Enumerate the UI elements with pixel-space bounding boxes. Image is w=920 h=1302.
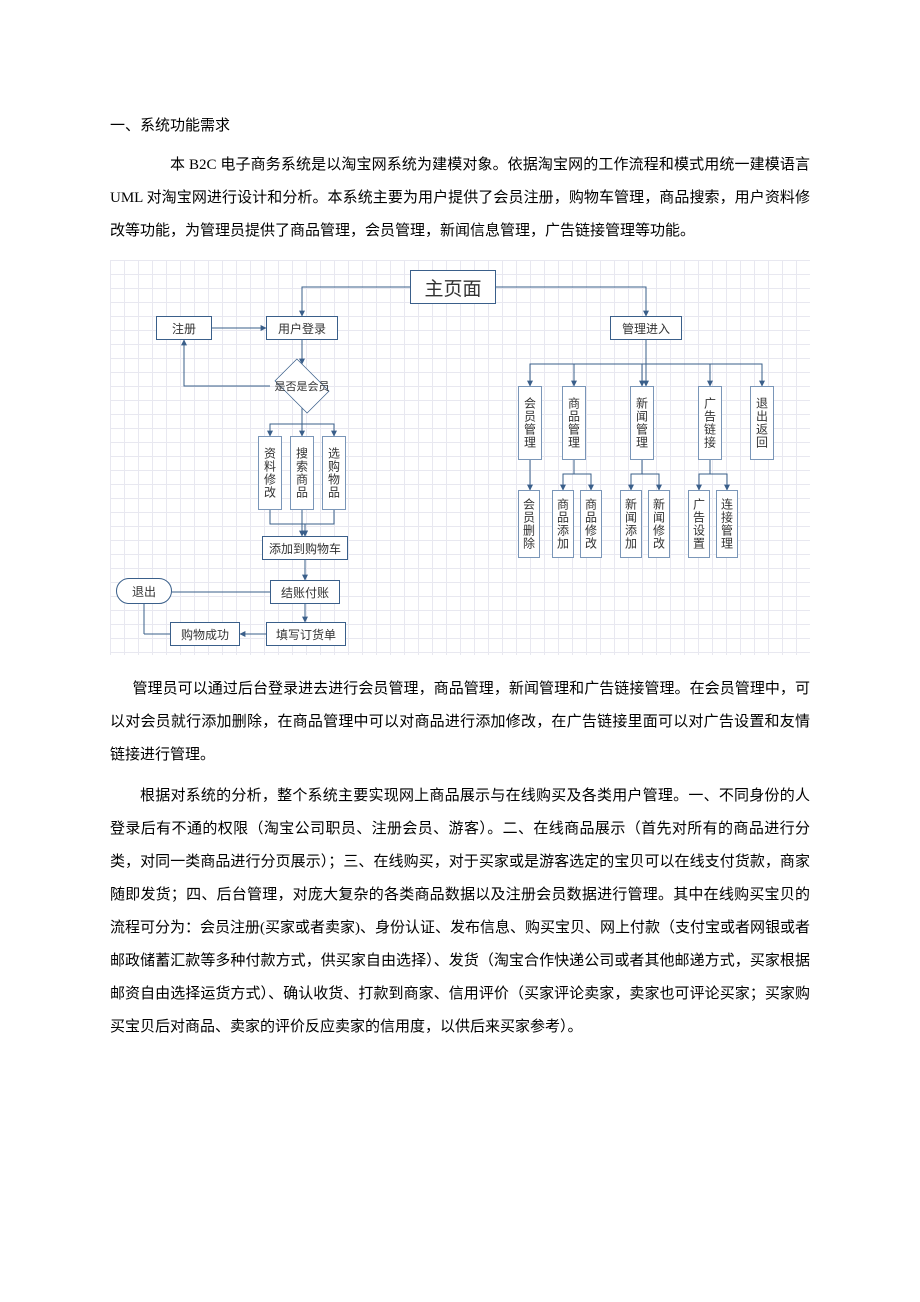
flow-node-adlink: 广告链接 bbox=[698, 386, 722, 460]
flow-node-userlogin: 用户登录 bbox=[266, 316, 338, 340]
flow-node-checkout: 结账付账 bbox=[270, 580, 340, 604]
flow-node-register: 注册 bbox=[156, 316, 212, 340]
flow-node-goodmgr: 商品管理 bbox=[562, 386, 586, 460]
flow-node-main: 主页面 bbox=[410, 270, 496, 304]
flow-node-newsadd: 新闻添加 bbox=[620, 490, 642, 558]
flow-node-ismember: 是否是会员 bbox=[270, 364, 334, 408]
flowchart-nodes: 主页面注册 用户登录 管理进入是否是会员资料修改搜索商品选购物品添加到购物车结账付账… bbox=[110, 260, 810, 655]
flow-node-addcart: 添加到购物车 bbox=[262, 536, 348, 560]
flow-node-exitback: 退出返回 bbox=[750, 386, 774, 460]
flow-node-memdel: 会员删除 bbox=[518, 490, 540, 558]
flow-node-adminenter: 管理进入 bbox=[610, 316, 682, 340]
flow-node-editinfo: 资料修改 bbox=[258, 436, 282, 510]
analysis-paragraph: 根据对系统的分析，整个系统主要实现网上商品展示与在线购买及各类用户管理。一、不同… bbox=[110, 780, 810, 1044]
intro-paragraph: 本 B2C 电子商务系统是以淘宝网系统为建模对象。依据淘宝网的工作流程和模式用统… bbox=[110, 149, 810, 248]
flow-node-goodedit: 商品修改 bbox=[580, 490, 602, 558]
flow-node-fillorder: 填写订货单 bbox=[266, 622, 346, 646]
flow-node-choosegood: 选购物品 bbox=[322, 436, 346, 510]
flow-node-shopok: 购物成功 bbox=[170, 622, 240, 646]
flow-node-newsedit: 新闻修改 bbox=[648, 490, 670, 558]
flow-node-linkmgr: 连接管理 bbox=[716, 490, 738, 558]
flow-node-adset: 广告设置 bbox=[688, 490, 710, 558]
flowchart-container: 主页面注册 用户登录 管理进入是否是会员资料修改搜索商品选购物品添加到购物车结账付账… bbox=[110, 260, 810, 655]
flow-node-searchgood: 搜索商品 bbox=[290, 436, 314, 510]
flow-node-goodadd: 商品添加 bbox=[552, 490, 574, 558]
flow-node-newsmgr: 新闻管理 bbox=[630, 386, 654, 460]
flow-node-exit: 退出 bbox=[116, 578, 172, 604]
section-heading: 一、系统功能需求 bbox=[110, 110, 810, 143]
admin-paragraph: 管理员可以通过后台登录进去进行会员管理，商品管理，新闻管理和广告链接管理。在会员… bbox=[110, 673, 810, 772]
flow-node-memmgr: 会员管理 bbox=[518, 386, 542, 460]
